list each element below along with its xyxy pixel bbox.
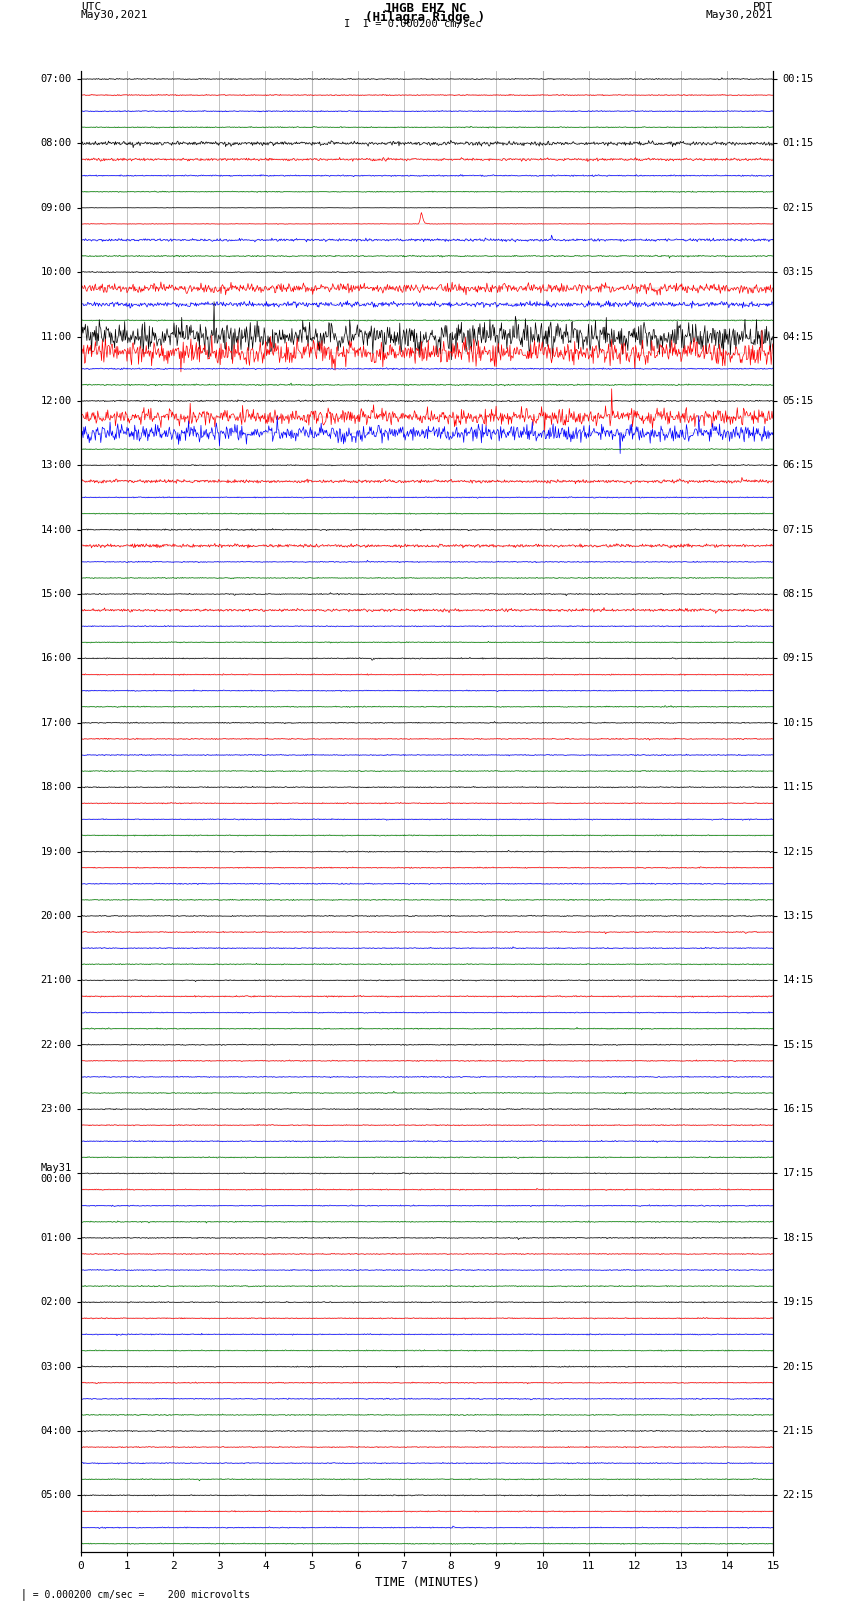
Text: UTC: UTC [81,3,101,13]
Text: ⎮ = 0.000200 cm/sec =    200 microvolts: ⎮ = 0.000200 cm/sec = 200 microvolts [21,1589,251,1600]
Text: (Hilagra Ridge ): (Hilagra Ridge ) [365,11,485,24]
Text: JHGB EHZ NC: JHGB EHZ NC [383,3,467,16]
Text: May30,2021: May30,2021 [706,11,774,21]
Text: I  I = 0.000200 cm/sec: I I = 0.000200 cm/sec [343,18,481,29]
X-axis label: TIME (MINUTES): TIME (MINUTES) [375,1576,479,1589]
Text: PDT: PDT [753,3,774,13]
Text: May30,2021: May30,2021 [81,11,148,21]
